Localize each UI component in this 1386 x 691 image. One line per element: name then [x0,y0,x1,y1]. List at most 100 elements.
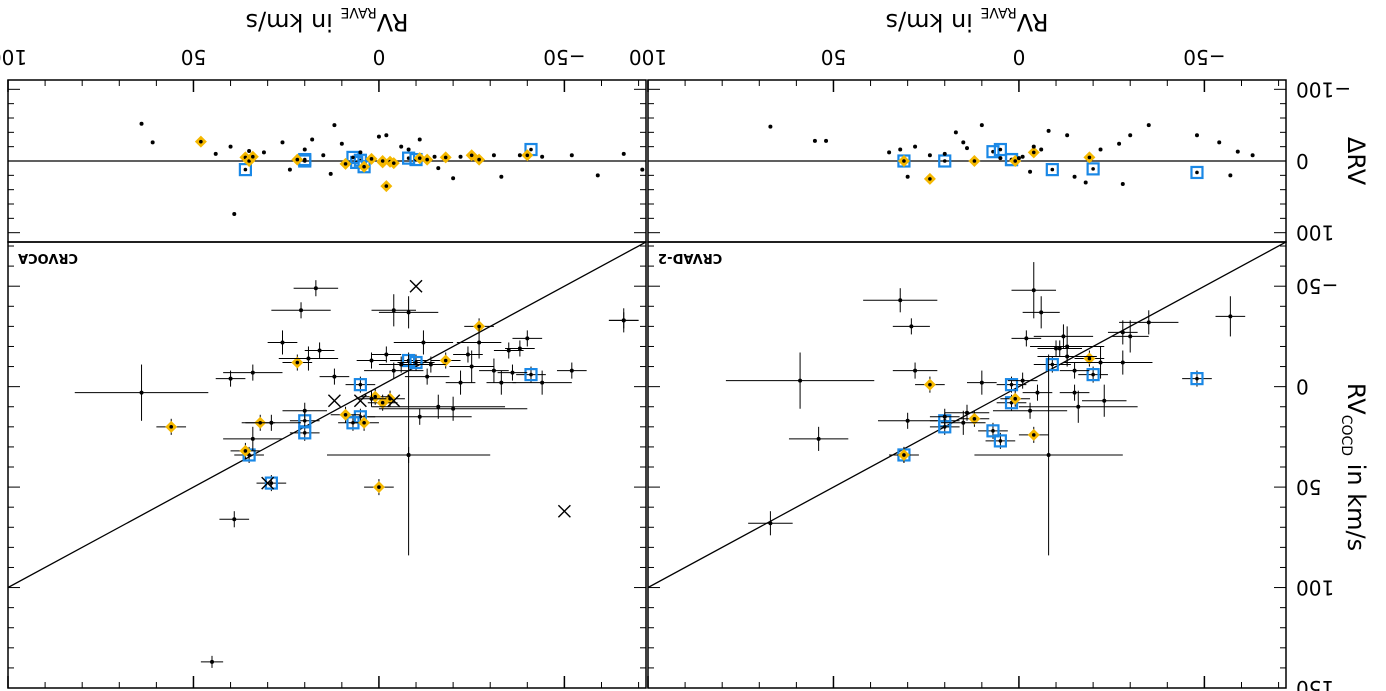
ytick-main-label: 100 [1296,576,1334,600]
top-axis-title-main: RV [1016,8,1048,36]
data-point [251,154,255,159]
data-point [317,348,322,353]
ytick-main-label: 50 [1296,475,1321,499]
main-plot-area [648,242,1286,589]
data-point [1120,360,1125,365]
data-point [928,382,932,387]
data-point [1087,356,1092,361]
data-point [1117,141,1122,146]
data-point [139,390,144,395]
top-axis-title-2-sub: RAVE [340,4,376,20]
top-axis-title-tail: in km/s [885,8,980,36]
xtick-label: 100 [629,45,667,69]
data-point [529,147,533,152]
data-point [1065,354,1070,359]
data-point [399,362,404,367]
top-axis-title-sub: RAVE [980,4,1016,20]
data-point [991,429,995,433]
data-point [1039,147,1044,152]
xtick-label: 0 [373,45,386,69]
data-point [1031,144,1036,149]
blue-square-marker [1004,378,1019,392]
data-point [302,431,307,435]
xtick-label: −50 [543,45,585,69]
data-point [469,364,474,369]
data-point [343,162,348,166]
data-point [477,157,481,162]
data-point [451,406,456,411]
data-point [269,481,274,485]
panel-label: CRVAD-2 [658,250,722,265]
data-point [1050,362,1055,367]
data-point [1013,159,1018,163]
data-point [979,380,984,385]
data-point [961,140,966,145]
blue-square-marker [409,355,423,370]
data-point [733,191,737,195]
panel-frames: 100 50 0 −50 100 50 0 −50 −50 0 50 100 150 −100 0 100 [0,45,1351,691]
top-axis-title: RVRAVE in km/s [885,4,1048,36]
data-point [421,340,426,345]
data-point [1194,133,1199,138]
data-point [384,352,389,357]
data-point [1195,376,1199,381]
data-point [295,157,300,162]
data-point [443,155,448,160]
blue-square-marker [993,434,1007,448]
data-point [768,124,773,129]
blue-square-marker [353,378,367,392]
data-point [436,166,441,171]
data-point [432,154,437,159]
main-plot-area [8,242,646,668]
data-point [510,370,515,375]
ytick-main-label: 0 [1296,375,1309,399]
data-point [436,404,441,409]
data-point [458,154,463,159]
ytick-resid-label: 0 [1296,149,1309,173]
data-point [1091,372,1095,377]
data-point [1146,320,1151,325]
data-point [169,425,174,429]
data-point [1046,452,1051,457]
data-point [228,144,233,149]
data-point [332,374,337,379]
panel-crvad2: CRVAD-2 [648,123,1286,589]
data-point [517,153,522,158]
cross-marker [557,504,571,518]
data-point [928,177,932,181]
data-point [362,164,366,169]
data-point [1091,167,1095,171]
data-point [965,410,969,415]
data-point [927,153,932,158]
blue-square-marker [524,367,538,382]
ytick-resid-label: 100 [1296,221,1334,245]
data-point [905,418,910,423]
data-point [302,159,307,163]
data-point [250,436,255,441]
blue-square-marker [986,145,1000,159]
data-point [287,167,292,172]
left-axis-title-tail: in km/s [1342,456,1370,551]
left-axis-title-resid: ΔRV [1342,137,1370,186]
data-point [905,174,910,179]
resid-plot-area [648,123,1286,186]
data-point [961,420,966,425]
data-point [1020,154,1025,159]
data-point [640,167,645,172]
data-point [458,380,463,385]
data-point [313,286,318,291]
blue-square-marker [1086,162,1100,176]
data-point [898,147,903,152]
data-point [1013,396,1018,401]
data-point [228,376,233,381]
cross-marker [327,394,341,408]
data-point [1028,408,1033,413]
data-point [261,150,266,155]
panel-1-main-frame [7,241,647,689]
data-point [898,298,903,303]
data-point [465,352,470,357]
data-point [998,439,1003,443]
resid-plot-area [8,121,737,217]
blue-square-marker [1086,367,1100,382]
data-point [1016,156,1021,161]
